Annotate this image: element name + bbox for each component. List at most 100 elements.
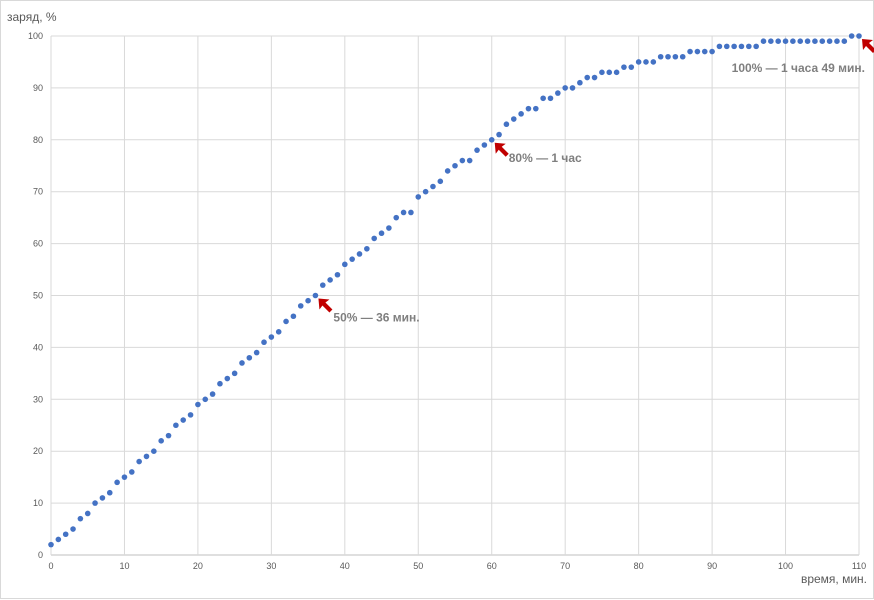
data-point <box>327 277 333 283</box>
data-point <box>202 396 209 403</box>
data-point <box>99 495 106 501</box>
data-point <box>459 157 466 164</box>
y-tick-label: 60 <box>33 239 43 249</box>
data-point <box>217 380 223 387</box>
x-tick-label: 70 <box>560 561 570 571</box>
data-point <box>114 479 120 486</box>
data-point <box>334 271 341 278</box>
annotation-arrow <box>494 142 509 157</box>
data-point <box>187 412 194 418</box>
data-point <box>55 536 62 543</box>
data-point <box>268 334 275 340</box>
data-point <box>195 401 201 408</box>
data-point <box>819 38 826 44</box>
data-point <box>349 256 355 262</box>
data-points <box>48 33 862 548</box>
data-point <box>738 43 745 50</box>
data-point <box>679 53 686 60</box>
data-point <box>716 43 723 50</box>
data-point <box>753 43 759 50</box>
data-point <box>628 64 635 70</box>
data-point <box>613 69 620 76</box>
annotation-arrow <box>862 39 874 53</box>
data-point <box>452 162 458 169</box>
data-point <box>525 105 532 112</box>
data-point <box>275 329 282 335</box>
annotation-label: 80% — 1 час <box>509 151 582 165</box>
data-point <box>364 245 370 252</box>
data-point <box>591 74 598 81</box>
data-point <box>356 251 363 257</box>
data-point <box>760 38 767 44</box>
y-tick-label: 40 <box>33 342 43 352</box>
data-point <box>797 38 804 44</box>
data-point <box>246 354 253 361</box>
data-point <box>224 375 231 382</box>
data-point <box>151 448 157 455</box>
data-point <box>547 95 554 102</box>
data-point <box>62 531 69 538</box>
data-point <box>768 38 774 44</box>
data-point <box>621 64 627 70</box>
y-tick-label: 90 <box>33 83 43 93</box>
data-point <box>158 438 164 444</box>
annotation-label: 100% — 1 часа 49 мин. <box>732 61 865 75</box>
y-axis-label: заряд, % <box>7 10 57 24</box>
data-point <box>701 48 708 55</box>
x-tick-label: 90 <box>707 561 717 571</box>
data-point <box>386 225 392 231</box>
data-point <box>283 318 289 325</box>
data-point <box>48 541 54 548</box>
data-point <box>672 53 679 60</box>
data-point <box>400 209 407 216</box>
data-point <box>305 297 311 304</box>
data-point <box>518 111 524 117</box>
data-point <box>136 458 142 465</box>
data-point <box>804 38 811 44</box>
data-point <box>775 38 781 44</box>
x-axis-label: время, мин. <box>801 572 867 586</box>
data-point <box>312 292 319 299</box>
data-point <box>481 142 488 148</box>
data-point <box>533 105 539 112</box>
data-point <box>319 282 326 288</box>
data-point <box>606 69 613 76</box>
data-point <box>687 48 693 55</box>
y-tick-label: 80 <box>33 135 43 145</box>
data-point <box>415 194 422 200</box>
data-point <box>466 157 473 164</box>
data-point <box>70 526 76 532</box>
data-point <box>422 188 429 195</box>
data-point <box>599 69 605 76</box>
x-tick-label: 20 <box>193 561 203 571</box>
data-point <box>165 432 172 439</box>
data-point <box>856 33 862 39</box>
data-point <box>378 230 385 237</box>
x-tick-label: 80 <box>634 561 644 571</box>
data-point <box>430 183 436 190</box>
data-point <box>143 453 150 460</box>
data-point <box>665 53 671 60</box>
data-point <box>77 515 84 522</box>
grid <box>50 35 860 556</box>
x-tick-label: 30 <box>266 561 276 571</box>
data-point <box>826 38 833 44</box>
data-point <box>510 116 517 122</box>
data-point <box>694 48 701 55</box>
data-point <box>782 38 789 44</box>
y-tick-label: 10 <box>33 498 43 508</box>
data-point <box>173 422 179 429</box>
data-point <box>650 59 657 65</box>
data-point <box>261 339 267 346</box>
data-point <box>474 147 480 153</box>
data-point <box>841 38 848 44</box>
x-tick-label: 110 <box>852 561 866 571</box>
data-point <box>342 261 348 268</box>
data-point <box>408 209 414 216</box>
y-tick-label: 50 <box>33 291 43 301</box>
data-point <box>731 43 737 50</box>
x-tick-label: 10 <box>119 561 129 571</box>
data-point <box>121 474 128 480</box>
data-point <box>503 121 510 128</box>
